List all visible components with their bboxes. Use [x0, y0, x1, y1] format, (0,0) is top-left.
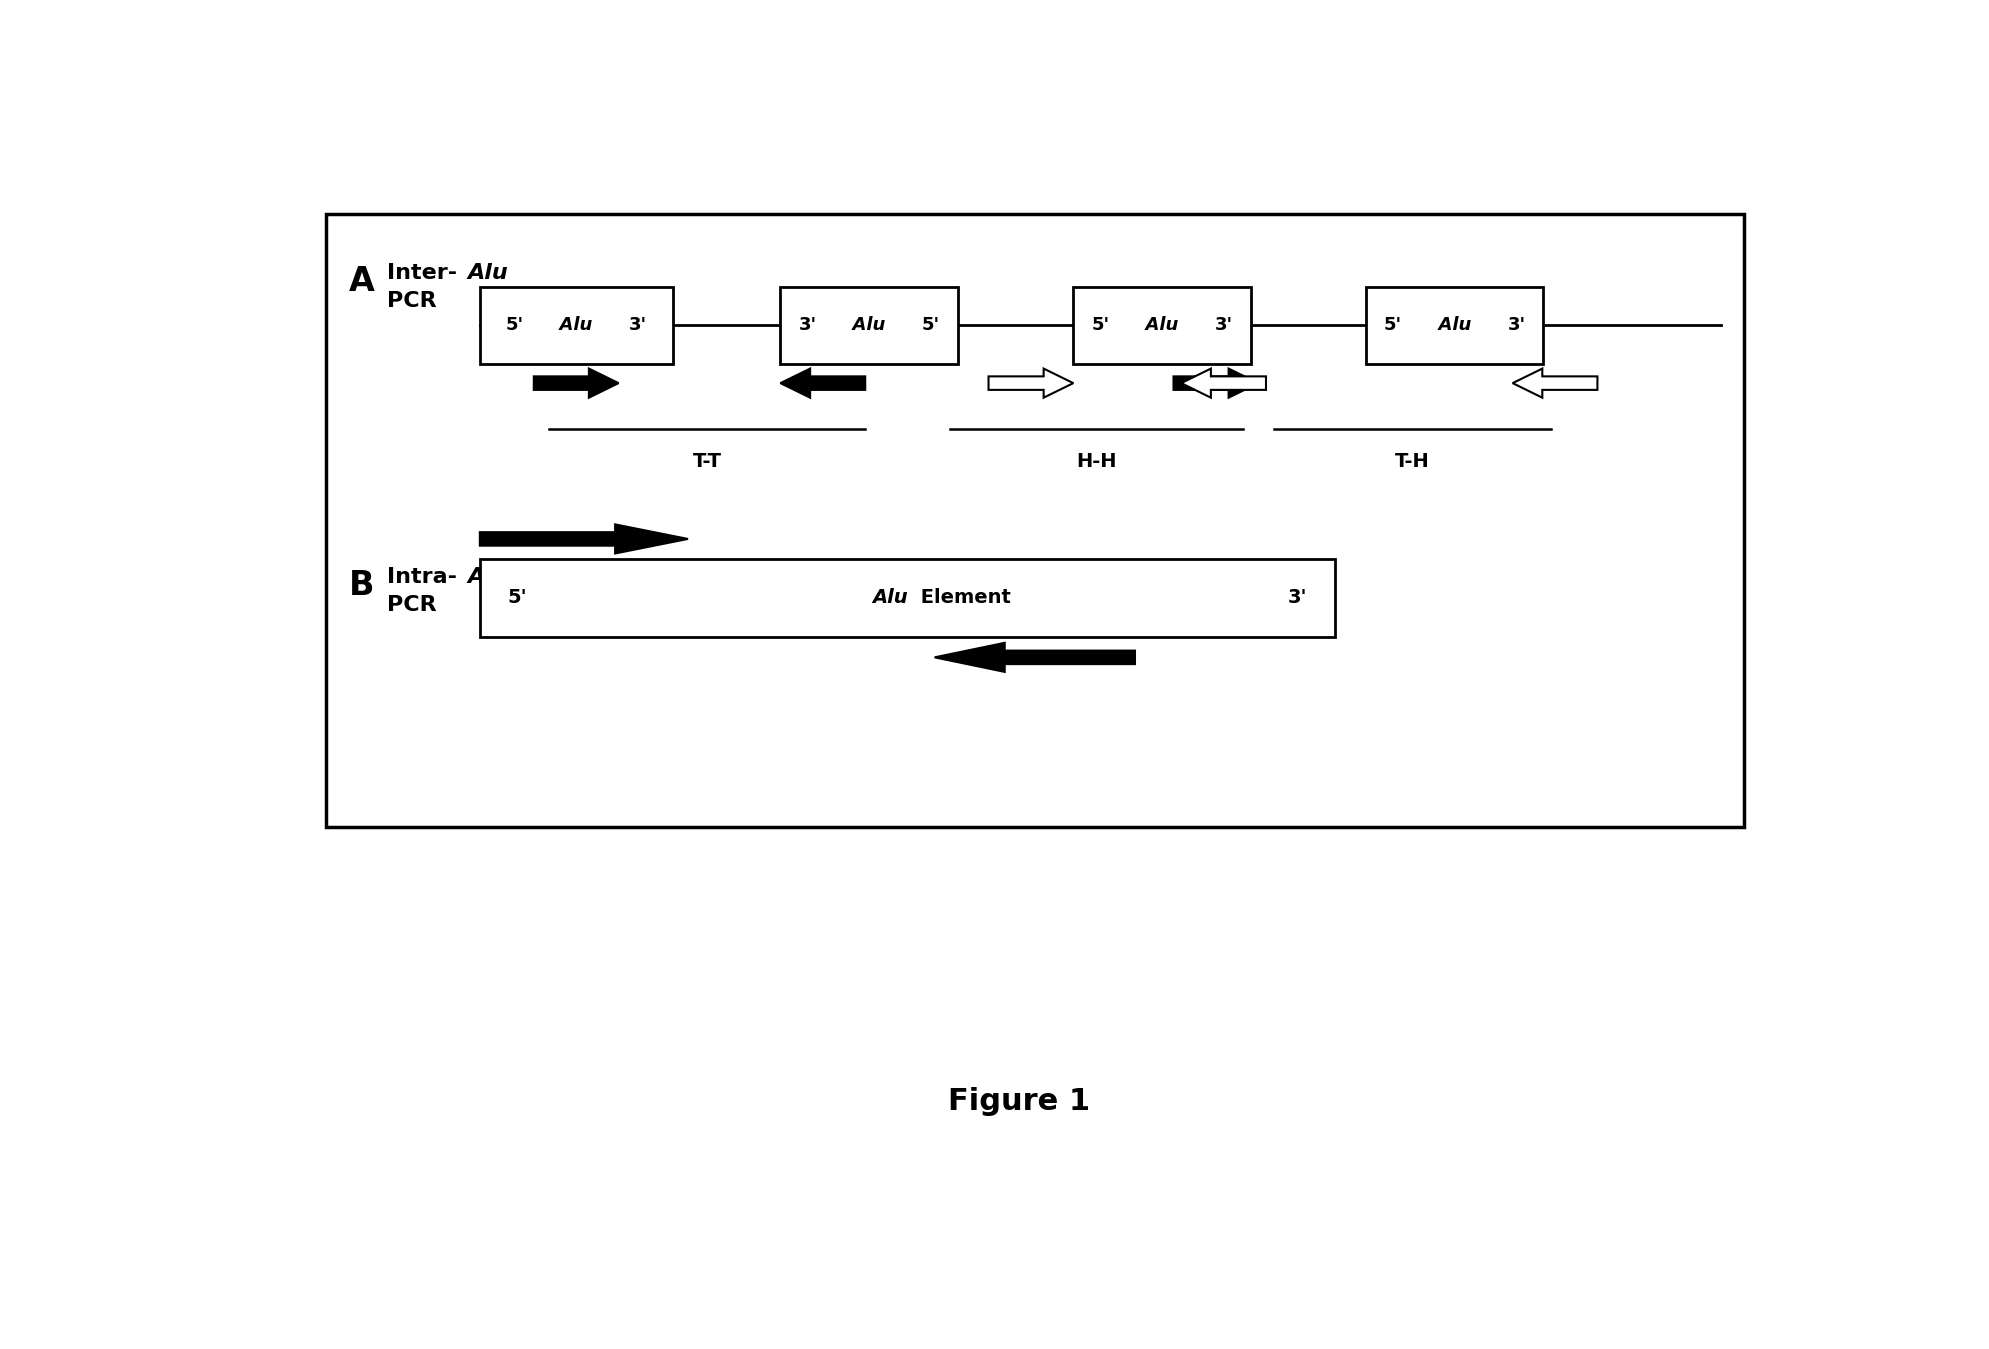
FancyArrow shape: [479, 525, 688, 553]
Text: Alu: Alu: [1426, 317, 1484, 335]
Text: 3': 3': [629, 317, 646, 335]
FancyArrow shape: [1512, 368, 1597, 398]
Text: Alu: Alu: [467, 568, 509, 587]
Text: 3': 3': [1215, 317, 1233, 335]
Text: T-H: T-H: [1394, 452, 1430, 471]
Text: Element: Element: [913, 588, 1010, 607]
FancyArrow shape: [533, 368, 619, 398]
Text: 3': 3': [798, 317, 815, 335]
Bar: [1074, 286, 1251, 364]
Text: Alu: Alu: [839, 317, 897, 335]
Text: 5': 5': [1384, 317, 1402, 335]
Text: H-H: H-H: [1076, 452, 1116, 471]
Text: Alu: Alu: [547, 317, 605, 335]
Text: A: A: [348, 264, 374, 298]
Text: 3': 3': [1289, 588, 1307, 607]
Bar: [326, 214, 1744, 827]
Bar: [780, 286, 959, 364]
Text: PCR: PCR: [388, 595, 438, 615]
Bar: [1366, 286, 1543, 364]
FancyArrow shape: [989, 368, 1074, 398]
Text: Alu: Alu: [467, 263, 509, 283]
Text: Intra-: Intra-: [388, 568, 457, 587]
Text: T-T: T-T: [692, 452, 722, 471]
Bar: [479, 286, 672, 364]
Text: Inter-: Inter-: [388, 263, 457, 283]
FancyArrow shape: [780, 368, 865, 398]
Text: PCR: PCR: [388, 291, 438, 312]
FancyArrow shape: [1181, 368, 1265, 398]
Text: B: B: [348, 569, 374, 602]
Text: 3': 3': [1508, 317, 1526, 335]
Text: Figure 1: Figure 1: [949, 1087, 1090, 1117]
Text: Alu: Alu: [1134, 317, 1191, 335]
Text: 5': 5': [507, 588, 527, 607]
Bar: [479, 558, 1335, 637]
Text: Alu: Alu: [871, 588, 907, 607]
FancyArrow shape: [935, 643, 1136, 672]
Text: 5': 5': [1092, 317, 1110, 335]
Text: 5': 5': [921, 317, 939, 335]
Text: 5': 5': [505, 317, 523, 335]
FancyArrow shape: [1174, 368, 1259, 398]
